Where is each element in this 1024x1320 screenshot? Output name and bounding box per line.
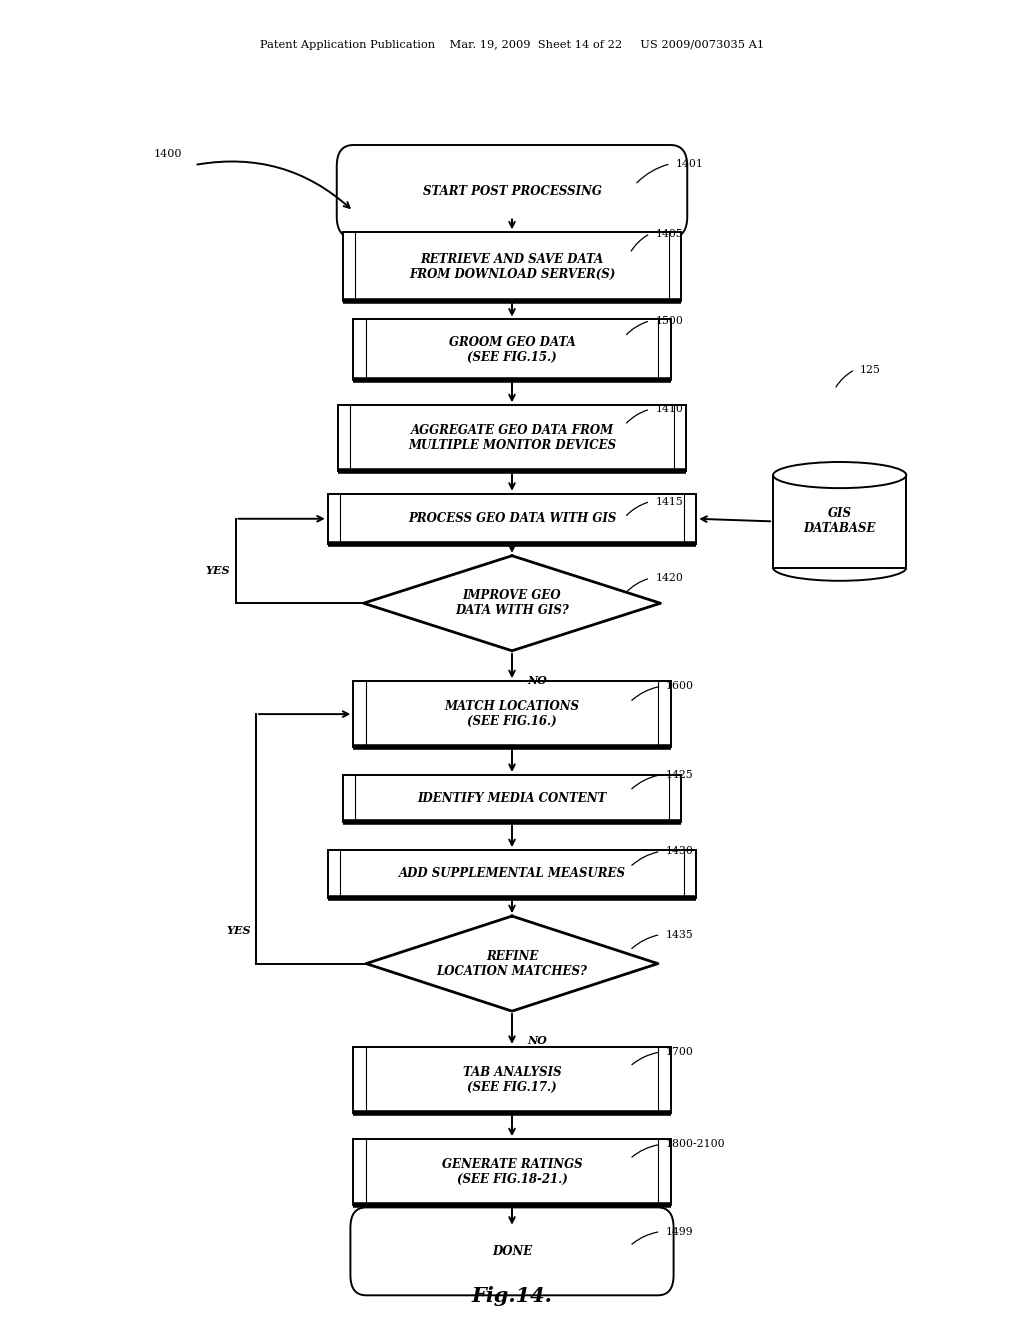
Text: IMPROVE GEO
DATA WITH GIS?: IMPROVE GEO DATA WITH GIS?: [455, 589, 569, 618]
Text: 1800-2100: 1800-2100: [666, 1139, 725, 1150]
Text: 1410: 1410: [655, 404, 683, 414]
Text: REFINE
LOCATION MATCHES?: REFINE LOCATION MATCHES?: [436, 949, 588, 978]
Bar: [343, 232, 681, 301]
Bar: [353, 319, 671, 380]
Text: DONE: DONE: [492, 1245, 532, 1258]
Text: 1430: 1430: [666, 846, 693, 857]
Text: Fig.14.: Fig.14.: [472, 1286, 552, 1307]
Text: NO: NO: [527, 1035, 548, 1045]
Text: 1415: 1415: [655, 496, 683, 507]
Text: 1435: 1435: [666, 929, 693, 940]
Text: IDENTIFY MEDIA CONTENT: IDENTIFY MEDIA CONTENT: [418, 792, 606, 805]
Text: 1425: 1425: [666, 770, 693, 780]
Text: YES: YES: [226, 925, 251, 936]
Text: 1700: 1700: [666, 1047, 693, 1057]
Bar: [338, 405, 686, 471]
Text: ADD SUPPLEMENTAL MEASURES: ADD SUPPLEMENTAL MEASURES: [398, 867, 626, 880]
Text: GIS
DATABASE: GIS DATABASE: [804, 507, 876, 536]
Bar: [343, 775, 681, 822]
Bar: [353, 1139, 671, 1205]
Text: AGGREGATE GEO DATA FROM
MULTIPLE MONITOR DEVICES: AGGREGATE GEO DATA FROM MULTIPLE MONITOR…: [408, 424, 616, 453]
Text: 1500: 1500: [655, 315, 683, 326]
Ellipse shape: [773, 462, 906, 488]
Text: TAB ANALYSIS
(SEE FIG.17.): TAB ANALYSIS (SEE FIG.17.): [463, 1065, 561, 1094]
Text: 125: 125: [860, 364, 881, 375]
FancyBboxPatch shape: [337, 145, 687, 238]
Text: GENERATE RATINGS
(SEE FIG.18-21.): GENERATE RATINGS (SEE FIG.18-21.): [441, 1158, 583, 1187]
Text: 1405: 1405: [655, 228, 683, 239]
Bar: [353, 1047, 671, 1113]
Text: 1499: 1499: [666, 1226, 693, 1237]
Bar: [328, 494, 696, 544]
Bar: [328, 850, 696, 898]
FancyBboxPatch shape: [350, 1208, 674, 1295]
Text: 1420: 1420: [655, 573, 683, 583]
Text: Patent Application Publication    Mar. 19, 2009  Sheet 14 of 22     US 2009/0073: Patent Application Publication Mar. 19, …: [260, 40, 764, 50]
Text: 1401: 1401: [676, 158, 703, 169]
Text: NO: NO: [527, 675, 548, 685]
Bar: [773, 475, 906, 568]
Text: 1600: 1600: [666, 681, 693, 692]
Text: RETRIEVE AND SAVE DATA
FROM DOWNLOAD SERVER(S): RETRIEVE AND SAVE DATA FROM DOWNLOAD SER…: [409, 252, 615, 281]
Text: MATCH LOCATIONS
(SEE FIG.16.): MATCH LOCATIONS (SEE FIG.16.): [444, 700, 580, 729]
Text: 1400: 1400: [154, 149, 182, 160]
Text: START POST PROCESSING: START POST PROCESSING: [423, 185, 601, 198]
Text: GROOM GEO DATA
(SEE FIG.15.): GROOM GEO DATA (SEE FIG.15.): [449, 335, 575, 364]
Bar: [353, 681, 671, 747]
Text: YES: YES: [206, 565, 230, 576]
Text: PROCESS GEO DATA WITH GIS: PROCESS GEO DATA WITH GIS: [408, 512, 616, 525]
